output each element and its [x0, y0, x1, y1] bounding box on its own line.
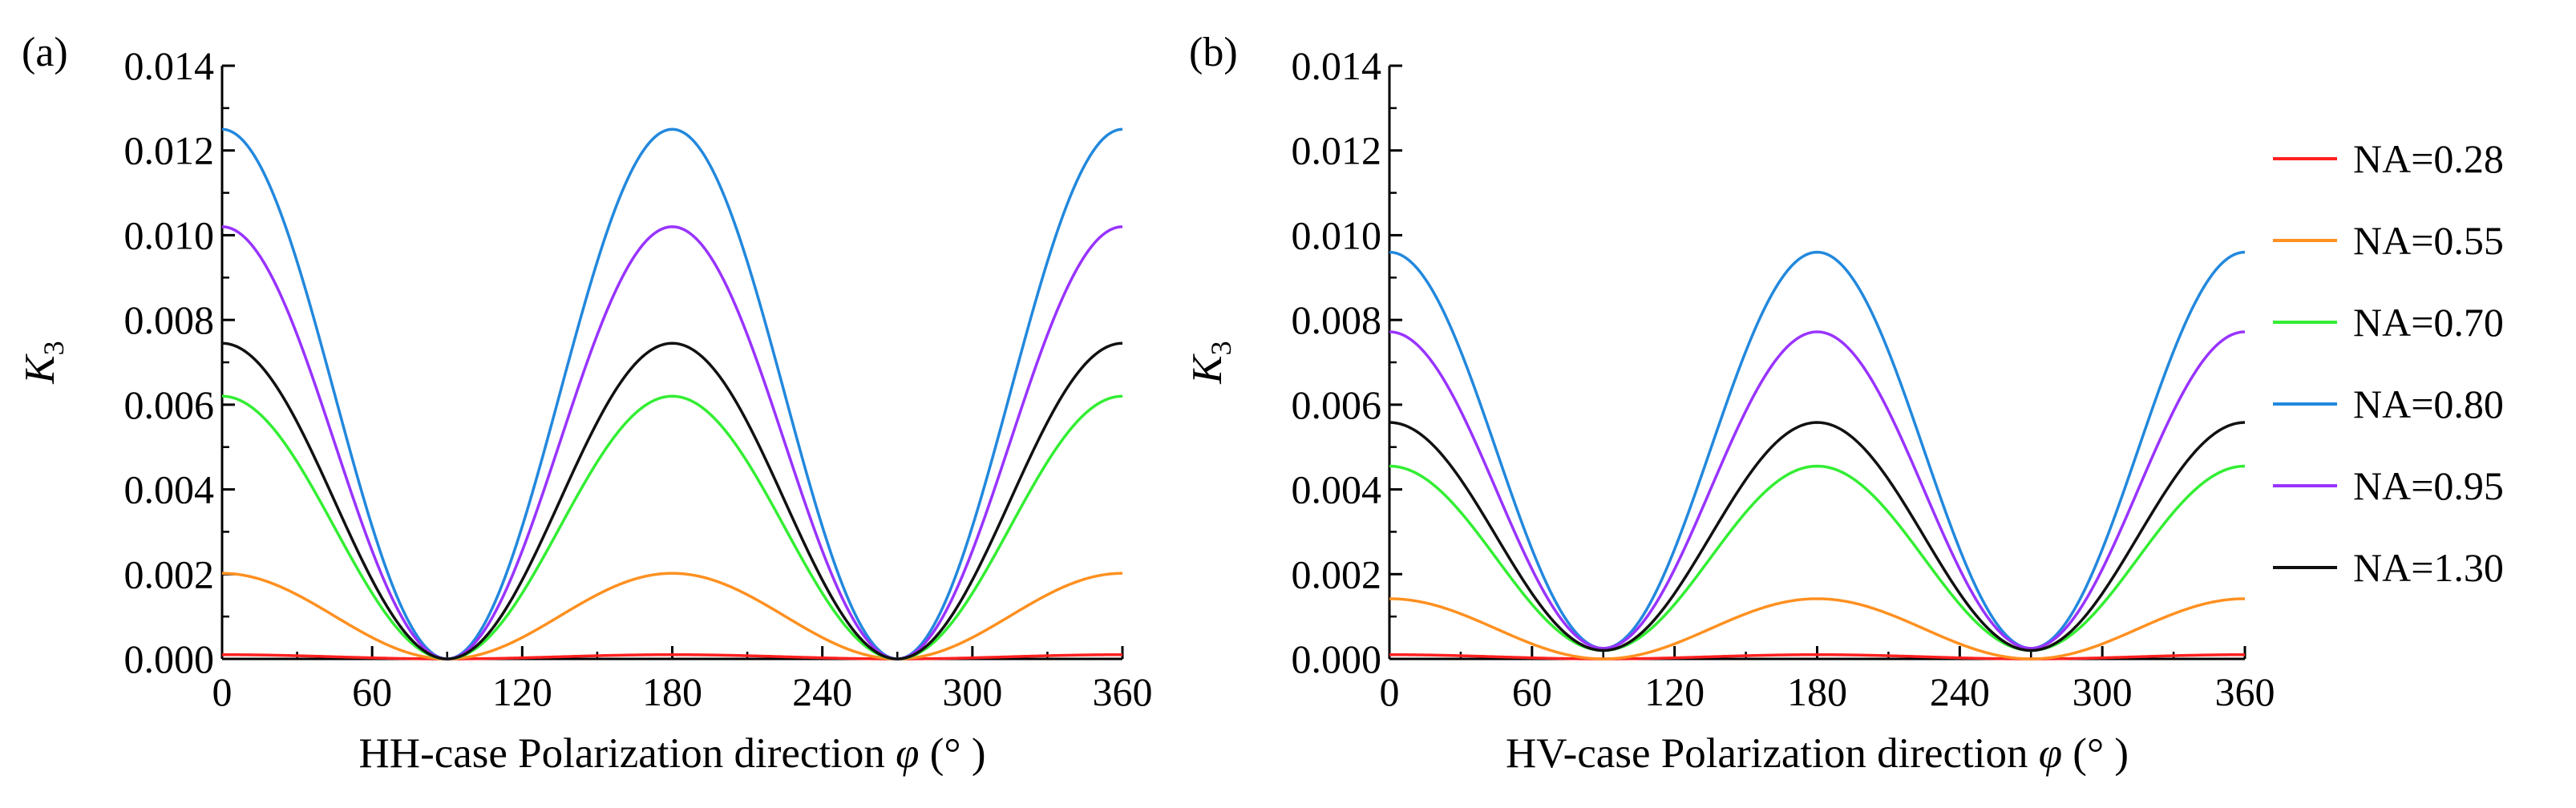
- y-tick-label: 0.012: [1292, 128, 1382, 173]
- y-tick-label: 0.012: [124, 128, 215, 173]
- series-line-NA-1_30: [221, 341, 1123, 661]
- legend: NA=0.28 NA=0.55 NA=0.70 NA=0.80 NA=0.95 NA=1.…: [2273, 136, 2504, 590]
- y-tick-label: 0.006: [1292, 382, 1382, 427]
- y-tick-label: 0.002: [124, 551, 215, 596]
- series-line-NA-0_70: [1389, 464, 2246, 652]
- y-tick-label: 0.006: [124, 382, 215, 427]
- x-tick-label: 120: [1644, 669, 1705, 714]
- x-tick-label: 360: [2215, 669, 2275, 714]
- series-line-NA-1_30: [1389, 421, 2246, 652]
- legend-label: NA=0.95: [2353, 463, 2504, 508]
- x-axis-title: HH-case Polarization direction φ (° ): [359, 730, 986, 777]
- panel-a: 0.000 0.002 0.004 0.006 0.008 0.010 0.012 0.014…: [17, 30, 1153, 777]
- x-tick-label: 0: [212, 669, 233, 714]
- x-axis-title: HV-case Polarization direction φ (° ): [1506, 730, 2129, 777]
- series-line-NA-0_80: [221, 127, 1123, 661]
- panel-label: (b): [1189, 30, 1238, 75]
- x-tick-label: 240: [792, 669, 852, 714]
- series-line-NA-0_70: [221, 394, 1123, 661]
- x-tick-label: 300: [942, 669, 1002, 714]
- legend-label: NA=0.28: [2353, 136, 2504, 181]
- legend-label: NA=0.80: [2353, 382, 2504, 426]
- panel-b: 0.000 0.002 0.004 0.006 0.008 0.010 0.012 0.014…: [1184, 30, 2275, 777]
- series-line-NA-0_55: [221, 572, 1123, 661]
- y-tick-label: 0.014: [124, 43, 215, 88]
- x-tick-label: 120: [492, 669, 552, 714]
- y-tick-label: 0.000: [124, 636, 215, 681]
- panel-label: (a): [22, 30, 68, 75]
- series-line-NA-0_95: [1389, 330, 2246, 650]
- y-tick-label: 0.010: [1292, 212, 1382, 257]
- x-tick-label: 60: [352, 669, 392, 714]
- x-tick-label: 180: [1787, 669, 1847, 714]
- x-tick-label: 60: [1512, 669, 1552, 714]
- y-tick-label: 0.008: [124, 297, 215, 342]
- y-axis-title: K3: [1184, 341, 1237, 384]
- x-tick-label: 240: [1930, 669, 1990, 714]
- x-tick-label: 360: [1093, 669, 1153, 714]
- legend-label: NA=1.30: [2353, 545, 2504, 590]
- x-tick-label: 300: [2073, 669, 2133, 714]
- series-line-NA-0_28: [221, 652, 1123, 661]
- y-tick-label: 0.010: [124, 212, 215, 257]
- y-tick-label: 0.008: [1292, 297, 1382, 342]
- series-line-NA-0_55: [1389, 597, 2246, 661]
- legend-label: NA=0.55: [2353, 218, 2504, 263]
- y-tick-label: 0.004: [124, 467, 215, 512]
- y-tick-label: 0.002: [1292, 551, 1382, 596]
- series-line-NA-0_95: [221, 225, 1123, 661]
- x-tick-label: 180: [642, 669, 702, 714]
- series-line-NA-0_80: [1389, 250, 2246, 650]
- y-tick-label: 0.014: [1292, 43, 1382, 88]
- x-tick-label: 0: [1380, 669, 1400, 714]
- y-tick-label: 0.000: [1292, 636, 1382, 681]
- y-tick-label: 0.004: [1292, 467, 1382, 512]
- series-line-NA-0_28: [1389, 652, 2246, 661]
- y-axis-title: K3: [17, 341, 70, 384]
- legend-label: NA=0.70: [2353, 300, 2504, 345]
